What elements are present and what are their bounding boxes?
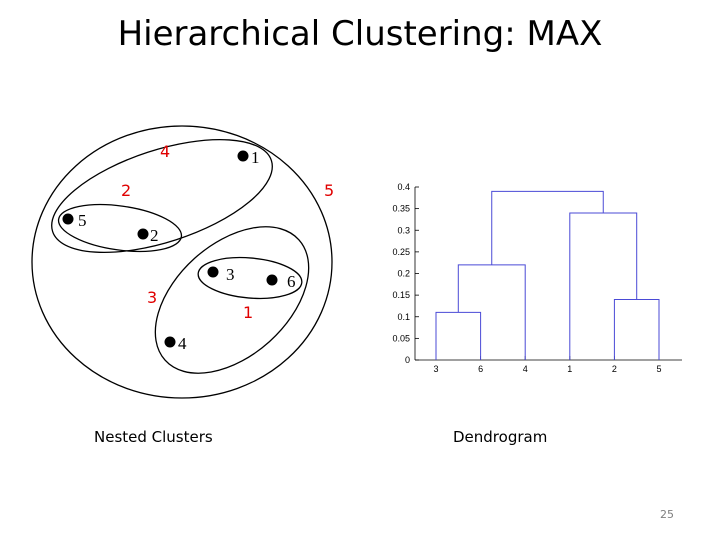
cluster-outline-4: [51, 138, 273, 254]
point-4-label: 4: [178, 334, 187, 353]
dendrogram-caption: Dendrogram: [453, 428, 548, 446]
dendrogram-link-1: [435, 311, 482, 360]
nested-clusters-caption: Nested Clusters: [94, 428, 213, 446]
y-tick-label: 0.05: [392, 333, 410, 343]
point-3-label: 3: [226, 265, 235, 284]
y-tick-label: 0.2: [397, 269, 410, 279]
point-2-dot: [137, 228, 149, 240]
point-6-dot: [266, 274, 278, 286]
merge-order-1: 1: [243, 303, 253, 322]
point-4-dot: [164, 336, 176, 348]
y-tick-label: 0: [405, 355, 410, 365]
leaf-label-4: 4: [523, 364, 528, 374]
dendrogram-labels: 0 0.05 0.1 0.15 0.2 0.25 0.3 0.35 0.4 3 6 4 1 2 5: [392, 182, 661, 374]
dendrogram-links: [435, 190, 660, 360]
point-5-dot: [62, 213, 74, 225]
leaf-label-2: 2: [612, 364, 617, 374]
leaf-label-1: 1: [567, 364, 572, 374]
y-tick-label: 0.3: [397, 225, 410, 235]
y-tick-label: 0.1: [397, 312, 410, 322]
merge-order-2: 2: [121, 181, 131, 200]
cluster-outline-5: [31, 125, 333, 399]
leaf-label-5: 5: [656, 364, 661, 374]
y-tick-label: 0.25: [392, 247, 410, 257]
dendrogram-link-4: [569, 212, 638, 360]
point-2-label: 2: [150, 226, 159, 245]
dendrogram-axes: [414, 186, 682, 361]
cluster-outline-2: [57, 203, 183, 253]
y-tick-label: 0.15: [392, 290, 410, 300]
dendrogram-link-2: [613, 298, 660, 360]
merge-order-3: 3: [147, 288, 157, 307]
point-6-label: 6: [287, 272, 296, 291]
merge-order-4: 4: [160, 142, 170, 161]
point-1-label: 1: [251, 148, 260, 167]
dendrogram-link-5: [491, 190, 604, 265]
leaf-label-3: 3: [433, 364, 438, 374]
merge-order-5: 5: [324, 181, 334, 200]
page-number: 25: [660, 508, 674, 521]
point-1-dot: [237, 150, 249, 162]
y-tick-label: 0.4: [397, 182, 410, 192]
y-tick-label: 0.35: [392, 204, 410, 214]
leaf-label-6: 6: [478, 364, 483, 374]
cluster-outline-3: [154, 226, 310, 374]
slide-title: Hierarchical Clustering: MAX: [117, 14, 603, 54]
point-3-dot: [207, 266, 219, 278]
cluster-outline-1: [197, 256, 303, 300]
point-5-label: 5: [78, 211, 87, 230]
